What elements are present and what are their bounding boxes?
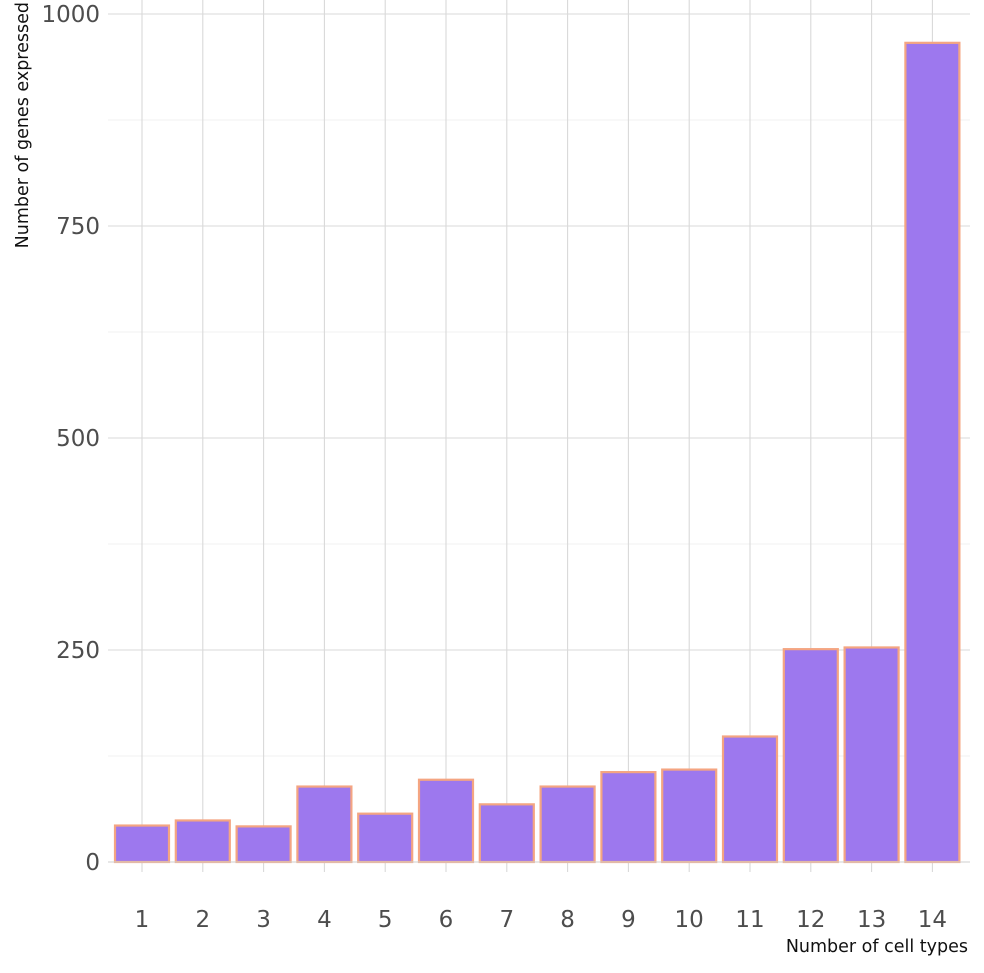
x-tick-label: 3 <box>256 907 271 933</box>
bar-12 <box>782 648 839 864</box>
x-tick-label: 10 <box>675 907 704 933</box>
bar-5 <box>357 812 414 864</box>
bar-6 <box>417 778 475 864</box>
x-tick-label: 14 <box>918 907 947 933</box>
x-tick-label: 6 <box>439 907 454 933</box>
bar-4 <box>296 785 353 864</box>
grid <box>108 0 970 872</box>
bar-2 <box>174 819 231 864</box>
x-tick-label: 1 <box>135 907 150 933</box>
x-tick-label: 5 <box>378 907 393 933</box>
bar-7 <box>478 803 535 864</box>
bar-3 <box>235 825 292 864</box>
x-axis-title: Number of cell types <box>786 937 968 957</box>
bar-10 <box>661 768 718 864</box>
bar-9 <box>600 771 657 864</box>
bar-11 <box>721 735 779 864</box>
x-tick-label: 7 <box>499 907 514 933</box>
y-axis-tick-labels: 0 250 500 750 1000 <box>41 2 100 876</box>
bar-1 <box>113 824 171 864</box>
bar-14 <box>904 41 961 864</box>
x-tick-label: 13 <box>857 907 886 933</box>
x-tick-label: 9 <box>621 907 636 933</box>
x-tick-label: 4 <box>317 907 332 933</box>
x-axis-tick-labels: 1 2 3 4 5 6 7 8 9 10 11 12 13 14 <box>135 907 947 933</box>
y-tick-label: 750 <box>56 214 100 240</box>
x-tick-label: 2 <box>195 907 210 933</box>
y-tick-label: 0 <box>85 850 100 876</box>
bars <box>113 41 961 864</box>
x-tick-label: 8 <box>560 907 575 933</box>
y-tick-label: 500 <box>56 426 100 452</box>
x-tick-label: 11 <box>735 907 764 933</box>
y-tick-label: 1000 <box>41 2 100 28</box>
y-axis-title: Number of genes expressed <box>13 2 33 248</box>
bar-13 <box>843 646 900 864</box>
bar-8 <box>539 785 596 864</box>
y-tick-label: 250 <box>56 638 100 664</box>
x-tick-label: 12 <box>796 907 825 933</box>
